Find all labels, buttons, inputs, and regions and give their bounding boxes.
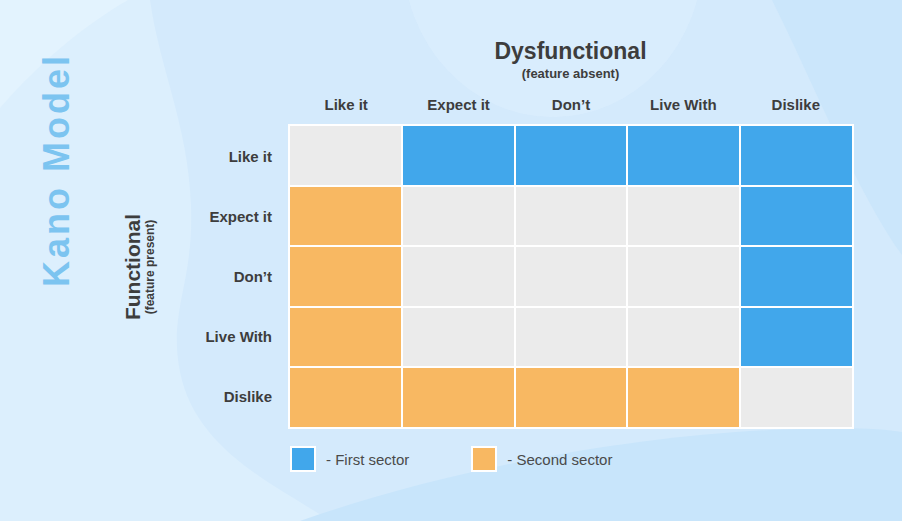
grid-cell — [628, 308, 739, 367]
grid-cell — [628, 187, 739, 246]
dysfunctional-title-text: Dysfunctional — [287, 38, 854, 64]
row-label: Don’t — [140, 246, 272, 306]
legend-item: - First sector — [290, 446, 409, 472]
dysfunctional-axis-title: Dysfunctional (feature absent) — [287, 38, 854, 81]
legend-swatch-blue — [290, 446, 316, 472]
row-label: Live With — [140, 307, 272, 367]
grid-cell — [290, 126, 401, 185]
grid-cell — [403, 247, 514, 306]
grid-cell — [628, 126, 739, 185]
grid-cell — [741, 368, 852, 427]
row-label: Like it — [140, 126, 272, 186]
legend-swatch-orange — [471, 446, 497, 472]
legend-label: - Second sector — [507, 451, 612, 468]
grid-cell — [290, 247, 401, 306]
grid-cell — [516, 187, 627, 246]
grid-cell — [290, 308, 401, 367]
column-header: Dislike — [740, 93, 852, 117]
grid-cell — [290, 368, 401, 427]
row-label: Expect it — [140, 186, 272, 246]
grid-cell — [516, 308, 627, 367]
poster-title-vertical: Kano Model — [36, 53, 78, 287]
kano-matrix — [288, 124, 854, 429]
column-header: Expect it — [402, 93, 514, 117]
grid-cell — [290, 187, 401, 246]
kano-model-infographic: Kano Model Dysfunctional (feature absent… — [0, 0, 902, 521]
grid-cell — [403, 308, 514, 367]
column-header: Live With — [627, 93, 739, 117]
grid-cell — [741, 187, 852, 246]
grid-cell — [403, 126, 514, 185]
column-headers: Like itExpect itDon’tLive WithDislike — [290, 93, 852, 117]
grid-cell — [516, 368, 627, 427]
grid-cell — [516, 247, 627, 306]
dysfunctional-subtitle-text: (feature absent) — [287, 66, 854, 81]
grid-cell — [741, 247, 852, 306]
grid-cell — [516, 126, 627, 185]
column-header: Don’t — [515, 93, 627, 117]
legend: - First sector - Second sector — [290, 446, 612, 472]
grid-cell — [628, 368, 739, 427]
row-label: Dislike — [140, 367, 272, 427]
column-header: Like it — [290, 93, 402, 117]
grid-cell — [403, 187, 514, 246]
grid-cell — [403, 368, 514, 427]
row-labels: Like itExpect itDon’tLive WithDislike — [140, 126, 272, 427]
grid-cell — [741, 308, 852, 367]
legend-item: - Second sector — [471, 446, 612, 472]
legend-label: - First sector — [326, 451, 409, 468]
grid-cell — [741, 126, 852, 185]
grid-cell — [628, 247, 739, 306]
